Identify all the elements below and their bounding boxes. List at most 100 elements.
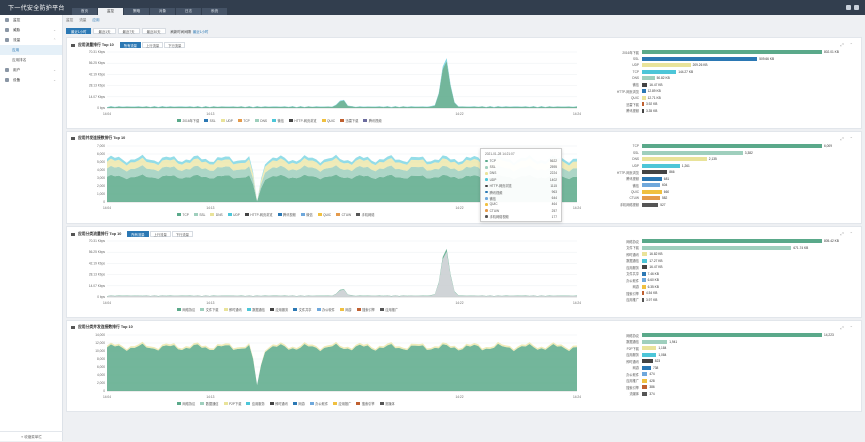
legend-item[interactable]: 文件共享	[293, 307, 312, 312]
time-range-button[interactable]: 最近30天	[141, 28, 166, 34]
legend-item[interactable]: UDP	[220, 119, 233, 123]
ranking-row[interactable]: 网游 738	[633, 366, 862, 371]
ranking-row[interactable]: DNS 2,135	[632, 157, 862, 162]
ranking-row[interactable]: 搜索引擎 386	[626, 385, 862, 390]
legend-item[interactable]: QUIC	[317, 213, 331, 217]
legend-item[interactable]: 流媒体	[379, 401, 395, 406]
time-range-button[interactable]: 最近7天	[117, 28, 140, 34]
top-nav-tab[interactable]: 监控	[98, 8, 124, 15]
legend-item[interactable]: 手机网络	[356, 212, 374, 217]
legend-item[interactable]: TCP	[237, 119, 250, 123]
ranking-row[interactable]: 腾讯视频 3.35 KB	[626, 109, 862, 114]
legend-item[interactable]: TCP	[177, 213, 189, 217]
expand-icon[interactable]: ⤢	[840, 136, 844, 141]
legend-item[interactable]: 数据通信	[246, 307, 265, 312]
ranking-row[interactable]: 微信 604	[633, 183, 862, 188]
legend-item[interactable]: CTUW	[336, 213, 351, 217]
breadcrumb-item[interactable]: 流量	[79, 18, 87, 22]
legend-item[interactable]: 搜索引擎	[356, 307, 375, 312]
legend-item[interactable]: 迅雷下载	[340, 118, 358, 123]
ranking-row[interactable]: TCP 144.27 KB	[633, 70, 862, 75]
refresh-interval-select[interactable]: 最近1小时	[192, 29, 209, 34]
panel-tab[interactable]: 所有流量	[119, 42, 141, 48]
ranking-row[interactable]: 办公软件 6.60 KB	[626, 278, 862, 283]
ranking-row[interactable]: TCP 6,009	[633, 144, 862, 149]
collapse-menu-button[interactable]: « 收缩菜单栏	[0, 431, 63, 441]
breadcrumb-item[interactable]: 应用	[92, 18, 100, 22]
time-range-button[interactable]: 最近1天	[93, 28, 116, 34]
ranking-row[interactable]: P2P下载 1,184	[627, 346, 862, 351]
ranking-row[interactable]: QUIC 660	[631, 190, 862, 195]
ranking-row[interactable]: 应用推广 3.97 KB	[626, 298, 862, 303]
ranking-row[interactable]: UDP 1,261	[632, 164, 862, 169]
ranking-row[interactable]: 搜索引擎 4.54 KB	[626, 291, 862, 296]
ranking-row[interactable]: QUIC 12.71 KB	[631, 96, 862, 101]
ranking-row[interactable]: 文件共享 7.46 KB	[626, 272, 862, 277]
ranking-row[interactable]: 手机网络视频 527	[620, 203, 862, 208]
legend-item[interactable]: 应用推广	[379, 307, 398, 312]
legend-item[interactable]: 网络协议	[177, 401, 195, 406]
legend-item[interactable]: 腾讯视频	[277, 212, 296, 217]
ranking-row[interactable]: 腾讯视频 681	[626, 177, 862, 182]
top-nav-tab[interactable]: 策略	[124, 8, 150, 15]
legend-item[interactable]: SSL	[204, 119, 216, 123]
ranking-row[interactable]: 流媒体 374	[629, 392, 862, 397]
legend-item[interactable]: 即时通讯	[223, 307, 242, 312]
legend-item[interactable]: 搜索引擎	[356, 401, 375, 406]
ranking-row[interactable]: 网络协议 805.42 KB	[626, 239, 862, 244]
sidebar-item[interactable]: 设备 ⌄	[0, 75, 62, 85]
sidebar-item[interactable]: 用户 ⌄	[0, 65, 62, 75]
legend-item[interactable]: SSL	[193, 213, 205, 217]
top-nav-tab[interactable]: 对象	[150, 8, 176, 15]
legend-item[interactable]: 办公软件	[316, 307, 335, 312]
sidebar-item[interactable]: 威胁 ⌄	[0, 25, 62, 35]
ranking-row[interactable]: SSL 3,382	[633, 151, 862, 156]
top-nav-tab[interactable]: 首页	[72, 8, 98, 15]
ranking-row[interactable]: 数据通信 17.27 KB	[626, 259, 862, 264]
ranking-row[interactable]: CTUW 582	[629, 196, 862, 201]
breadcrumb-item[interactable]: 监控	[66, 18, 74, 22]
ranking-row[interactable]: SSL 509.66 KB	[633, 57, 862, 62]
legend-item[interactable]: 网络协议	[177, 307, 195, 312]
ranking-row[interactable]: 应用推广 428	[626, 379, 862, 384]
legend-item[interactable]: 应用推广	[333, 401, 351, 406]
legend-item[interactable]: HTTP-网页浏览	[244, 212, 273, 217]
legend-item[interactable]: 腾讯视频	[363, 118, 382, 123]
ranking-row[interactable]: 微信 16.47 KB	[633, 83, 862, 88]
legend-item[interactable]: 微信	[272, 118, 284, 123]
ranking-row[interactable]: 网游 6.35 KB	[633, 285, 862, 290]
ranking-row[interactable]: 2016年下载 802.01 KB	[622, 50, 862, 55]
user-icon[interactable]	[854, 5, 859, 10]
expand-icon[interactable]: ⤢	[840, 231, 844, 236]
panel-tab[interactable]: 上行流量	[149, 231, 171, 237]
time-range-button[interactable]: 最近1小时	[66, 28, 92, 34]
legend-item[interactable]: 微信	[300, 212, 313, 217]
ranking-row[interactable]: 文件下载 671.74 KB	[626, 246, 862, 251]
sidebar-item[interactable]: 监控	[0, 15, 62, 25]
sidebar-item[interactable]: 应用	[0, 45, 62, 55]
collapse-icon[interactable]: ⌃	[849, 231, 853, 236]
expand-icon[interactable]: ⤢	[840, 325, 844, 330]
ranking-row[interactable]: HTTP-网页浏览 866	[617, 170, 862, 175]
ranking-row[interactable]: 应用服务 16.47 KB	[626, 265, 862, 270]
ranking-row[interactable]: UDP 209.26 KB	[632, 63, 862, 68]
ranking-row[interactable]: HTTP-网页浏览 12.89 KB	[617, 89, 862, 94]
ranking-row[interactable]: 即时通讯 16.82 KB	[626, 252, 862, 257]
legend-item[interactable]: P2P下载	[223, 401, 241, 406]
panel-tab[interactable]: 下行流量	[164, 42, 186, 48]
ranking-row[interactable]: DNS 50.82 KB	[632, 76, 862, 81]
sidebar-item[interactable]: 应用排名	[0, 55, 62, 65]
collapse-icon[interactable]: ⌃	[849, 325, 853, 330]
legend-item[interactable]: HTTP-网页浏览	[288, 118, 317, 123]
legend-item[interactable]: 文件下载	[200, 307, 219, 312]
panel-tab[interactable]: 所有流量	[127, 231, 149, 237]
legend-item[interactable]: 办公软件	[309, 401, 328, 406]
legend-item[interactable]: DNS	[210, 213, 223, 217]
legend-item[interactable]: 应用服务	[246, 401, 265, 406]
collapse-icon[interactable]: ⌃	[849, 136, 853, 141]
legend-item[interactable]: 网游	[292, 401, 305, 406]
legend-item[interactable]: QUIC	[321, 119, 335, 123]
legend-item[interactable]: DNS	[254, 119, 267, 123]
ranking-row[interactable]: 办公软件 474	[626, 372, 862, 377]
notification-icon[interactable]	[846, 5, 851, 10]
